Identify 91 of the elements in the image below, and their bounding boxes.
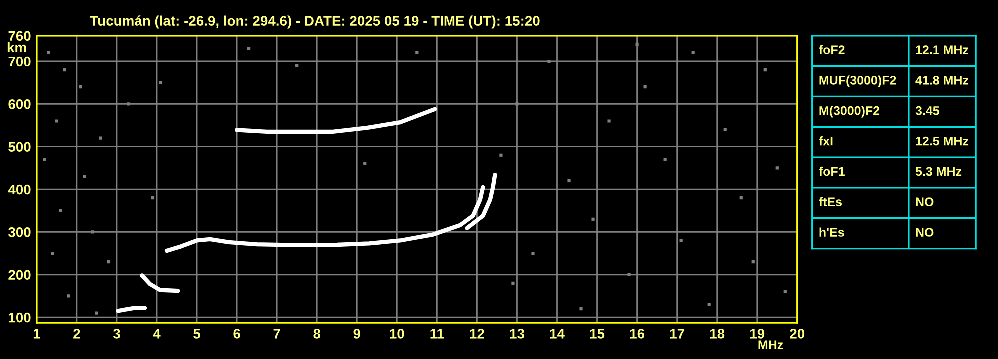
text: 41.8 MHz	[916, 76, 969, 85]
y-tick-label: 700	[8, 56, 31, 67]
x-tick-label: 4	[153, 329, 161, 339]
text: 12.5 MHz	[916, 136, 969, 146]
x-tick-label: 14	[550, 329, 565, 339]
point	[548, 60, 551, 64]
text: 5.3 MHz	[916, 167, 962, 176]
x-tick-label: 10	[390, 329, 404, 339]
point	[680, 239, 683, 242]
point	[83, 175, 87, 178]
point	[532, 252, 535, 256]
y-tick-label: 760	[8, 31, 31, 42]
point	[568, 179, 571, 183]
point	[159, 81, 163, 84]
x-axis-title: MHz	[758, 340, 784, 350]
line-series	[465, 172, 498, 230]
x-tick-label: 5	[194, 329, 200, 339]
point	[107, 260, 111, 264]
chart-title: Tucumán (lat: -26.9, lon: 294.6) - DATE: 2025 05 19 - TIME (UT): 15:20	[90, 16, 540, 29]
x-tick-label: 2	[74, 329, 80, 339]
x-tick-label: 15	[590, 329, 605, 339]
text: foF2	[819, 45, 845, 54]
point	[47, 51, 50, 55]
point	[55, 120, 58, 123]
text: foF1	[819, 166, 845, 176]
point	[636, 42, 639, 46]
point	[708, 303, 711, 306]
point	[248, 47, 251, 50]
point	[500, 154, 503, 157]
x-tick-label: 16	[630, 329, 645, 339]
y-tick-label: 200	[8, 270, 31, 280]
point	[628, 273, 631, 276]
y-tick-label: 400	[8, 184, 31, 195]
x-tick-label: 18	[710, 329, 725, 339]
point	[752, 260, 755, 264]
line-series	[234, 107, 438, 134]
point	[516, 102, 519, 106]
point	[79, 86, 83, 89]
line-series	[140, 274, 180, 294]
point	[580, 307, 583, 311]
x-tick-label: 1	[34, 329, 40, 339]
text: h'Es	[820, 228, 844, 237]
y-tick-label: 300	[8, 228, 31, 238]
point	[59, 209, 62, 212]
line-series	[164, 185, 486, 254]
point	[692, 51, 695, 55]
point	[644, 86, 647, 89]
x-tick-label: 13	[510, 329, 524, 339]
point	[296, 64, 299, 68]
point	[67, 294, 70, 298]
x-tick-label: 7	[274, 329, 280, 339]
x-tick-label: 6	[234, 329, 240, 339]
point	[364, 162, 367, 166]
point	[51, 252, 54, 256]
point	[592, 218, 595, 221]
y-tick-label: 500	[8, 142, 31, 152]
x-tick-label: 17	[670, 329, 684, 339]
point	[151, 196, 155, 200]
text: fxI	[819, 136, 833, 146]
point	[608, 120, 611, 123]
point	[99, 136, 103, 140]
text: 3.45	[916, 106, 940, 116]
point	[740, 196, 743, 200]
x-tick-label: 19	[750, 329, 765, 339]
x-tick-label: 3	[113, 329, 120, 339]
point	[764, 68, 767, 72]
x-tick-label: 12	[470, 329, 484, 339]
point	[784, 290, 787, 294]
y-tick-label: 600	[8, 100, 31, 110]
point	[416, 51, 419, 55]
text: M(3000)F2	[820, 106, 880, 118]
point	[95, 312, 99, 315]
text: 12.1 MHz	[916, 46, 969, 54]
y-axis-title: km	[8, 42, 26, 52]
point	[127, 102, 131, 106]
point	[512, 282, 515, 285]
point	[43, 158, 46, 162]
y-tick-label: 100	[9, 312, 31, 323]
text: NO	[916, 228, 934, 237]
text: ftEs	[819, 197, 842, 207]
point	[63, 68, 66, 72]
point	[664, 158, 667, 162]
point	[724, 128, 727, 132]
point	[776, 166, 779, 170]
x-tick-label: 8	[314, 329, 321, 339]
x-tick-label: 11	[430, 329, 444, 339]
x-tick-label: 9	[354, 329, 360, 339]
text: NO	[916, 198, 934, 207]
text: MUF(3000)F2	[820, 76, 896, 88]
point	[91, 230, 95, 234]
x-tick-label: 20	[790, 329, 805, 339]
